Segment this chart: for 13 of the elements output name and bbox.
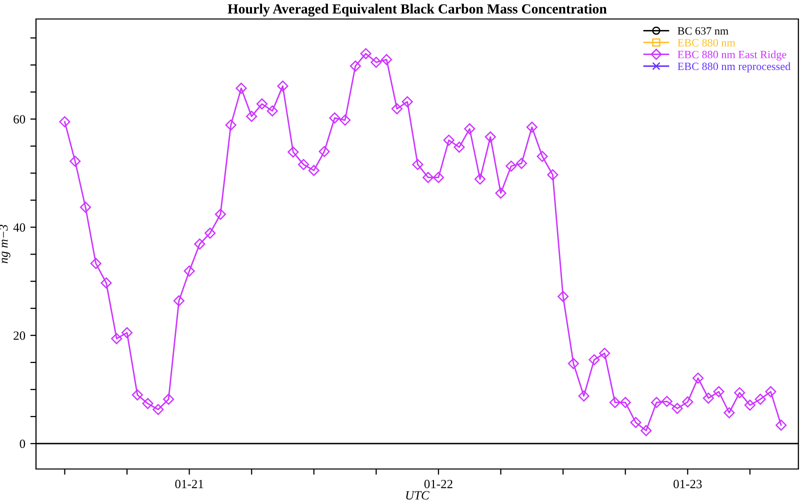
x-tick-label: 01-23 [674, 480, 702, 488]
x-axis-title: UTC [406, 491, 430, 500]
y-tick-label: 0 [20, 440, 26, 448]
y-tick-label: 40 [13, 223, 26, 232]
y-tick-label: 20 [14, 331, 26, 340]
chart-title: Hourly Averaged Equivalent Black Carbon Mass Concentration [228, 4, 607, 17]
y-tick-label: 60 [14, 115, 26, 124]
legend-label: EBC 880 nm reprocessed [678, 62, 790, 72]
legend-label: EBC 880 nm [678, 38, 736, 46]
legend-label: BC 637 nm [678, 27, 728, 35]
x-tick-label: 01-21 [175, 480, 204, 488]
legend-label: EBC 880 nm East Ridge [678, 50, 786, 61]
x-tick-label: 01-22 [424, 480, 452, 488]
